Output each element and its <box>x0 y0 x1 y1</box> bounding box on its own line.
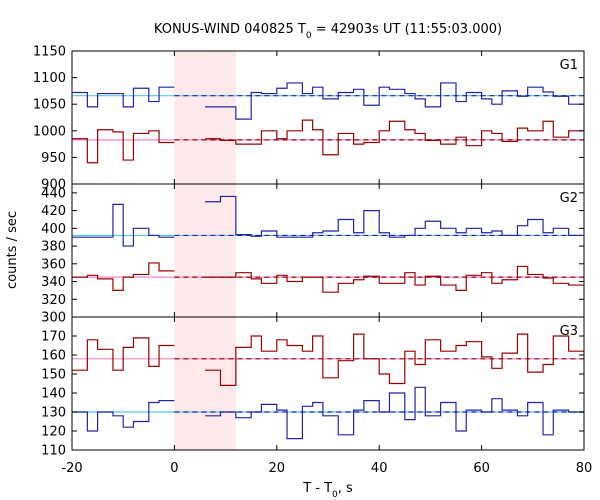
x-axis-label: T - T0, s <box>302 481 353 500</box>
chart-title-main: KONUS-WIND 040825 T <box>154 22 306 37</box>
panel-G3-histogram-1 <box>72 386 584 440</box>
panel-G3-ytick-label: 130 <box>41 406 66 421</box>
panel-G1-histogram-1 <box>72 119 584 164</box>
chart-title-rest: = 42903s UT (11:55:03.000) <box>312 22 502 37</box>
chart-title: KONUS-WIND 040825 T0 = 42903s UT (11:55:… <box>154 22 502 41</box>
panel-G2-frame <box>71 183 585 318</box>
panel-G2-ytick-label: 400 <box>41 222 66 237</box>
panel-G2-ytick-label: 380 <box>41 240 66 255</box>
x-axis-label-rest: , s <box>338 481 353 496</box>
panel-G2-ytick-label: 440 <box>41 186 66 201</box>
panel-G3-histogram-0 <box>72 333 584 386</box>
highlight-interval <box>174 51 236 450</box>
panel-G2-ytick-label: 320 <box>41 293 66 308</box>
panel-G3-ytick-label: 150 <box>41 368 66 383</box>
panel-G2-ytick-label: 360 <box>41 257 66 272</box>
panel-G3-frame <box>71 316 585 451</box>
panel-G3-ytick-label: 110 <box>41 444 66 459</box>
panel-G3-ytick-label: 160 <box>41 349 66 364</box>
xtick-label: 20 <box>269 461 286 476</box>
panel-label-G1: G1 <box>560 58 578 73</box>
panel-label-G2: G2 <box>560 191 578 206</box>
xtick-label: 60 <box>473 461 490 476</box>
panel-G2-ytick-label: 300 <box>41 311 66 326</box>
panel-G1-ytick-label: 1150 <box>33 45 66 60</box>
y-axis-label: counts / sec <box>5 211 20 289</box>
xtick-label: 80 <box>576 461 593 476</box>
panel-G2-histogram-0 <box>72 195 584 247</box>
panel-G2-ytick-label: 420 <box>41 204 66 219</box>
panel-G1-frame <box>71 50 585 185</box>
panel-G1-ytick-label: 1050 <box>33 98 66 113</box>
panel-G1-histogram-0 <box>72 82 584 120</box>
panel-G3-ytick-label: 170 <box>41 330 66 345</box>
xtick-label: -20 <box>61 461 82 476</box>
xtick-label: 0 <box>170 461 178 476</box>
panel-G1-ytick-label: 900 <box>41 178 66 193</box>
panel-G3-ytick-label: 120 <box>41 425 66 440</box>
panel-G3-ytick-label: 140 <box>41 387 66 402</box>
panel-G1-ytick-label: 1100 <box>33 71 66 86</box>
x-axis-label-main: T - T <box>302 481 332 496</box>
panel-label-G3: G3 <box>560 324 578 339</box>
chart-title-subscript: 0 <box>306 31 312 41</box>
panel-G1-ytick-label: 950 <box>41 151 66 166</box>
plot-area: 9009501000105011001150G13003203403603804… <box>33 45 592 477</box>
panel-G1-ytick-label: 1000 <box>33 124 66 139</box>
xtick-label: 40 <box>371 461 388 476</box>
panel-G2-histogram-1 <box>72 262 584 293</box>
x-axis-label-subscript: 0 <box>332 490 338 500</box>
panel-G2-ytick-label: 340 <box>41 275 66 290</box>
